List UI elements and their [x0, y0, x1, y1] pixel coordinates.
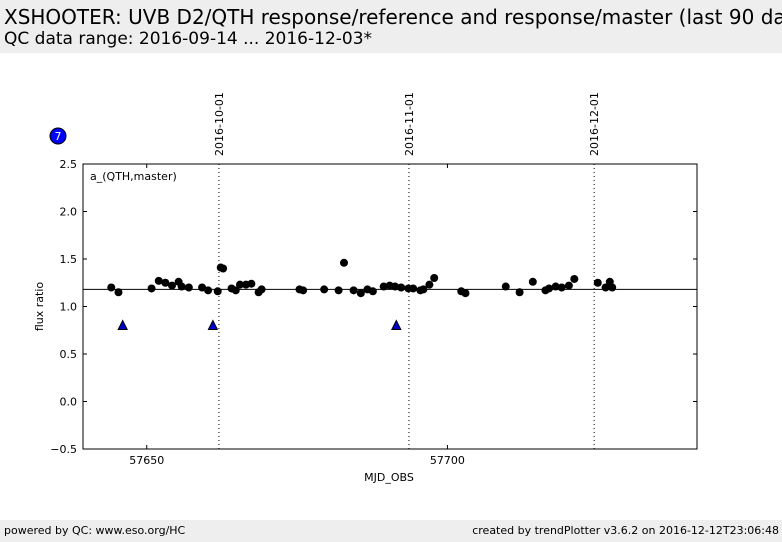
page-title: XSHOOTER: UVB D2/QTH response/reference … — [4, 5, 782, 29]
data-point — [219, 264, 228, 273]
data-point — [339, 258, 348, 267]
data-point — [564, 281, 573, 290]
date-marker-label: 2016-10-01 — [213, 92, 226, 156]
data-point — [204, 286, 213, 295]
data-point — [379, 282, 388, 291]
y-tick-label: 0.0 — [60, 396, 78, 409]
data-point — [114, 288, 123, 297]
y-tick-label: 0.5 — [60, 348, 78, 361]
data-point — [425, 280, 434, 289]
data-point — [168, 281, 177, 290]
data-point — [430, 274, 439, 282]
data-point — [409, 284, 418, 293]
data-point — [557, 283, 566, 292]
footer-bar: powered by QC: www.eso.org/HC created by… — [0, 520, 782, 542]
data-point — [184, 283, 193, 292]
plot-frame — [82, 163, 698, 450]
data-point — [570, 274, 579, 283]
data-point — [257, 285, 266, 294]
count-badge-circle — [49, 127, 67, 145]
data-point — [177, 282, 186, 291]
y-tick-label: 2.0 — [60, 206, 78, 219]
data-point — [334, 286, 343, 295]
data-point — [235, 280, 244, 289]
data-point — [161, 278, 170, 287]
date-markers: 2016-10-01 2016-11-01 2016-12-01 — [213, 92, 601, 449]
panel-label: a_(QTH,master) — [90, 170, 177, 183]
page-subtitle: QC data range: 2016-09-14 ... 2016-12-03… — [4, 29, 373, 49]
data-point — [213, 287, 222, 296]
count-badge-label: 7 — [55, 130, 62, 143]
data-point — [247, 279, 256, 288]
footer-generator: created by trendPlotter v3.6.2 on 2016-1… — [472, 524, 779, 537]
data-point — [368, 287, 377, 296]
axis-ticks: −0.5 0.0 0.5 1.0 1.5 2.0 2.5 57650 57700 — [50, 158, 697, 467]
count-badge: 7 — [49, 127, 67, 145]
footer-credit: powered by QC: www.eso.org/HC — [4, 524, 186, 537]
data-point — [461, 289, 470, 298]
x-axis-label: MJD_OBS — [364, 471, 414, 484]
x-tick-label: 57650 — [129, 454, 164, 467]
data-point-triangle — [207, 319, 219, 330]
data-point — [349, 286, 358, 295]
y-tick-label: 1.0 — [60, 301, 78, 314]
data-point — [299, 286, 308, 295]
data-point — [515, 288, 524, 297]
data-point — [551, 282, 560, 291]
data-point — [419, 285, 428, 294]
data-point — [231, 286, 240, 295]
data-point-triangle — [117, 319, 128, 330]
date-marker-label: 2016-11-01 — [403, 92, 416, 156]
data-point — [608, 283, 617, 292]
data-point-triangle — [391, 319, 402, 330]
date-marker-label: 2016-12-01 — [588, 92, 601, 156]
data-point — [528, 277, 537, 286]
header-bar: XSHOOTER: UVB D2/QTH response/reference … — [0, 0, 782, 53]
y-tick-label: 2.5 — [60, 158, 78, 171]
y-tick-label: 1.5 — [60, 253, 78, 266]
data-point — [320, 285, 329, 294]
data-point — [593, 278, 602, 287]
data-point — [501, 282, 510, 291]
data-point — [107, 283, 116, 292]
y-axis-label: flux ratio — [33, 282, 46, 332]
data-point — [601, 283, 610, 292]
data-point — [397, 283, 406, 292]
data-point — [545, 284, 554, 293]
y-tick-label: −0.5 — [50, 443, 77, 456]
data-point — [391, 282, 400, 291]
data-point — [147, 284, 156, 293]
data-points — [107, 258, 617, 330]
x-tick-label: 57700 — [430, 454, 465, 467]
data-point — [154, 276, 163, 285]
data-point — [198, 283, 207, 292]
data-point — [356, 289, 365, 298]
